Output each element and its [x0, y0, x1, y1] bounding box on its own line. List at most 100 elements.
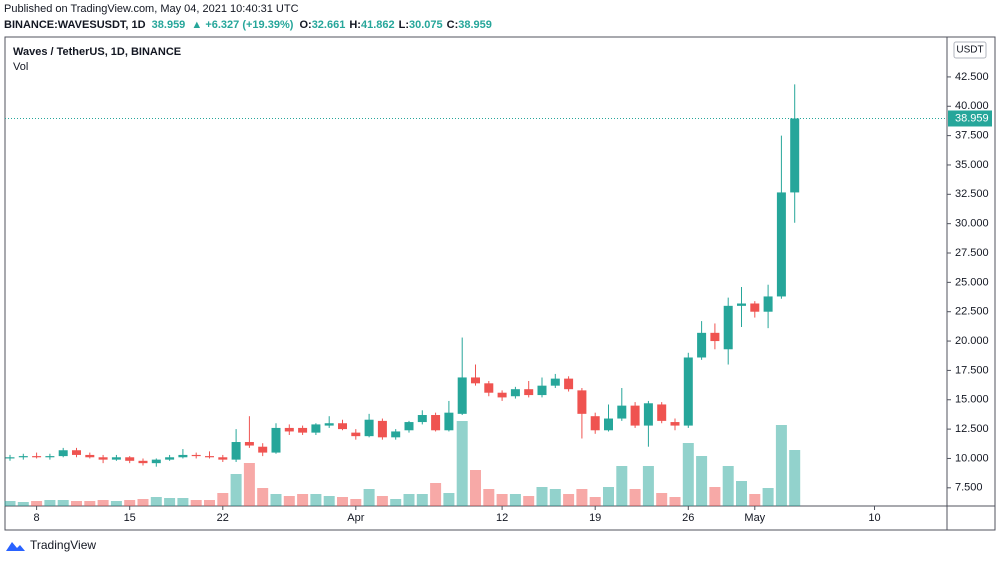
volume-bar — [217, 493, 229, 506]
published-line: Published on TradingView.com, May 04, 20… — [4, 3, 299, 15]
price-label: 37.500 — [955, 130, 989, 142]
candle-body — [391, 431, 401, 438]
footer-logo: TradingView — [6, 538, 96, 552]
ohlc-value: 32.661 — [311, 19, 346, 31]
last-price: 38.959 — [151, 19, 186, 31]
volume-bar — [350, 499, 362, 506]
volume-bar — [576, 489, 588, 506]
candle-body — [151, 459, 161, 464]
volume-bar — [403, 494, 415, 506]
candle-body — [178, 454, 188, 458]
currency: USDT — [956, 45, 983, 56]
candle-body — [444, 412, 454, 431]
time-label: 8 — [34, 512, 40, 524]
candle-body — [417, 415, 427, 423]
candle-body — [431, 415, 441, 431]
currency-box[interactable] — [953, 41, 987, 59]
volume-bar — [603, 487, 614, 506]
candle-body — [537, 385, 547, 396]
volume-bar — [496, 494, 508, 506]
volume-bar — [430, 483, 442, 506]
candle-body — [45, 456, 55, 458]
price-label: 35.000 — [955, 159, 989, 171]
volume-bar — [337, 497, 348, 506]
volume-bar — [297, 494, 309, 506]
time-label: 26 — [682, 512, 694, 524]
candle-body — [351, 432, 361, 437]
candle-body — [258, 446, 268, 453]
volume-bar — [44, 500, 56, 506]
volume-bar — [696, 456, 708, 506]
ohlc-key: C: — [446, 19, 459, 31]
volume-bar — [31, 501, 43, 506]
ohlc-value: 38.959 — [458, 19, 492, 31]
candle-body — [338, 423, 347, 430]
candle-body — [58, 450, 68, 457]
candle-body — [138, 460, 148, 464]
volume-bar — [230, 474, 242, 506]
frame — [4, 36, 996, 531]
volume-bar — [390, 499, 402, 506]
candle-body — [723, 305, 733, 350]
candle-body — [125, 457, 135, 461]
price-label: 20.000 — [955, 335, 989, 347]
volume-bar — [456, 421, 468, 506]
volume-bar — [669, 497, 681, 506]
time-label: 22 — [217, 512, 229, 524]
candle-body — [630, 405, 640, 426]
candle-body — [697, 332, 707, 358]
volume-bar — [709, 487, 721, 506]
price-label: 32.500 — [955, 188, 989, 200]
volume-bar — [722, 466, 734, 506]
candle-body — [72, 450, 81, 455]
legend-symbol: Waves / TetherUS, 1D, BINANCE — [13, 46, 181, 58]
ohlc-key: O: — [299, 19, 312, 31]
volume-bar — [283, 496, 295, 506]
last-price-label: 38.959 — [955, 112, 989, 124]
ohlc-value: 41.862 — [360, 19, 395, 31]
candle-body — [205, 456, 214, 458]
volume-bar — [363, 489, 375, 506]
price-label: 17.500 — [955, 364, 989, 376]
ohlc-value: 30.075 — [409, 19, 443, 31]
volume-bar — [616, 466, 628, 506]
volume-bar — [775, 425, 787, 506]
candle-body — [564, 378, 574, 390]
ohlc-key: L: — [398, 19, 409, 31]
candle-body — [218, 457, 228, 460]
time-label: May — [744, 512, 765, 524]
volume-bar — [164, 498, 176, 506]
candle-body — [471, 377, 480, 384]
candle-body — [670, 422, 680, 426]
symbol: BINANCE:WAVESUSDT, 1D — [4, 19, 146, 31]
candle-body — [364, 419, 374, 437]
volume-bar — [190, 500, 202, 506]
candle-body — [404, 422, 414, 431]
volume-bar — [789, 450, 801, 506]
candle-body — [298, 427, 308, 433]
volume-bar — [629, 489, 641, 506]
candle-body — [85, 454, 95, 458]
time-label: 12 — [496, 512, 508, 524]
candle-body — [657, 404, 667, 421]
candle-body — [550, 378, 560, 386]
candle-body — [484, 383, 494, 393]
symbol-line: BINANCE:WAVESUSDT, 1D 38.959 ▲ +6.327 (+… — [4, 19, 499, 31]
candle-body — [284, 427, 294, 432]
volume-bar — [483, 489, 495, 506]
candle-body — [191, 454, 201, 457]
candle-body — [710, 332, 720, 342]
last-price-box — [948, 110, 992, 127]
volume-bar — [443, 493, 455, 506]
price-label: 25.000 — [955, 276, 989, 288]
candle-body — [577, 390, 587, 414]
volume-bar — [110, 501, 122, 506]
volume-bar — [177, 498, 189, 506]
ohlc-key: H: — [349, 19, 361, 31]
volume-bar — [376, 496, 388, 506]
candle-body — [590, 416, 600, 431]
candle-body — [643, 403, 653, 426]
volume-bar — [762, 488, 774, 506]
price-label: 27.500 — [955, 247, 989, 259]
